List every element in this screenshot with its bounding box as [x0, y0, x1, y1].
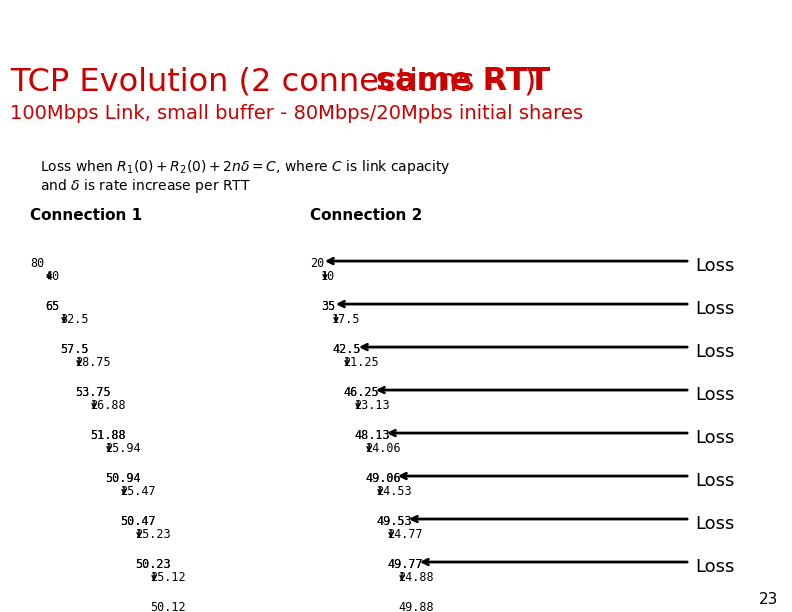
Text: Loss: Loss: [695, 300, 734, 318]
Text: 42.5: 42.5: [332, 343, 360, 356]
Text: 32.5: 32.5: [60, 313, 89, 326]
Text: 21.25: 21.25: [343, 356, 379, 369]
Text: 57.5: 57.5: [60, 343, 89, 356]
Text: 49.88: 49.88: [398, 601, 434, 612]
Text: 65: 65: [45, 300, 59, 313]
Text: Loss: Loss: [695, 386, 734, 404]
Text: 17.5: 17.5: [332, 313, 360, 326]
Text: 50.47: 50.47: [120, 515, 155, 528]
Text: 49.53: 49.53: [376, 515, 412, 528]
Text: 53.75: 53.75: [75, 386, 111, 399]
Text: 23.13: 23.13: [354, 399, 390, 412]
Text: 24.53: 24.53: [376, 485, 412, 498]
Text: 50.47: 50.47: [120, 515, 155, 528]
Text: 48.13: 48.13: [354, 429, 390, 442]
Text: 24.77: 24.77: [387, 528, 423, 541]
Text: 40: 40: [45, 270, 59, 283]
Text: 24.06: 24.06: [365, 442, 401, 455]
Text: 50.94: 50.94: [105, 472, 141, 485]
Text: 65: 65: [45, 300, 59, 313]
Text: Loss: Loss: [695, 343, 734, 361]
Text: 51.88: 51.88: [90, 429, 126, 442]
Text: 57.5: 57.5: [60, 343, 89, 356]
Text: 46.25: 46.25: [343, 386, 379, 399]
Text: 23: 23: [759, 592, 778, 607]
Text: 80: 80: [30, 257, 44, 270]
Text: 10: 10: [321, 270, 335, 283]
Text: Loss: Loss: [695, 558, 734, 576]
Text: 48.13: 48.13: [354, 429, 390, 442]
Text: Loss: Loss: [695, 429, 734, 447]
Text: 46.25: 46.25: [343, 386, 379, 399]
Text: 25.12: 25.12: [150, 571, 185, 584]
Text: 26.88: 26.88: [90, 399, 126, 412]
Text: 25.94: 25.94: [105, 442, 141, 455]
Text: 53.75: 53.75: [75, 386, 111, 399]
Text: TCP Evolution (2 connections –: TCP Evolution (2 connections –: [10, 66, 511, 97]
Text: Loss when $R_1(0)+R_2(0)+2n\delta = C$, where $C$ is link capacity: Loss when $R_1(0)+R_2(0)+2n\delta = C$, …: [40, 158, 451, 176]
Text: 35: 35: [321, 300, 335, 313]
Text: Connection 1: Connection 1: [30, 208, 142, 223]
Text: ): ): [524, 66, 536, 97]
Text: 49.06: 49.06: [365, 472, 401, 485]
Text: and $\delta$ is rate increase per RTT: and $\delta$ is rate increase per RTT: [40, 177, 251, 195]
Text: 28.75: 28.75: [75, 356, 111, 369]
Text: 100Mbps Link, small buffer - 80Mbps/20Mpbs initial shares: 100Mbps Link, small buffer - 80Mbps/20Mp…: [10, 104, 583, 123]
Text: 24.88: 24.88: [398, 571, 434, 584]
Text: 49.77: 49.77: [387, 558, 423, 571]
Text: 51.88: 51.88: [90, 429, 126, 442]
Text: same RTT: same RTT: [376, 66, 550, 97]
Text: ⚜  Washington University in St. Louis: ⚜ Washington University in St. Louis: [12, 21, 245, 31]
Text: Loss: Loss: [695, 515, 734, 533]
Text: 49.77: 49.77: [387, 558, 423, 571]
Text: 50.94: 50.94: [105, 472, 141, 485]
Text: 49.53: 49.53: [376, 515, 412, 528]
Text: 50.23: 50.23: [135, 558, 170, 571]
Text: 42.5: 42.5: [332, 343, 360, 356]
Text: 35: 35: [321, 300, 335, 313]
Text: Engineering: Engineering: [596, 22, 691, 36]
Text: 25.47: 25.47: [120, 485, 155, 498]
Text: 49.06: 49.06: [365, 472, 401, 485]
Text: 50.12: 50.12: [150, 601, 185, 612]
Text: Loss: Loss: [695, 257, 734, 275]
Text: Connection 2: Connection 2: [310, 208, 422, 223]
Text: 20: 20: [310, 257, 324, 270]
Text: 25.23: 25.23: [135, 528, 170, 541]
Text: Loss: Loss: [695, 472, 734, 490]
Text: 50.23: 50.23: [135, 558, 170, 571]
